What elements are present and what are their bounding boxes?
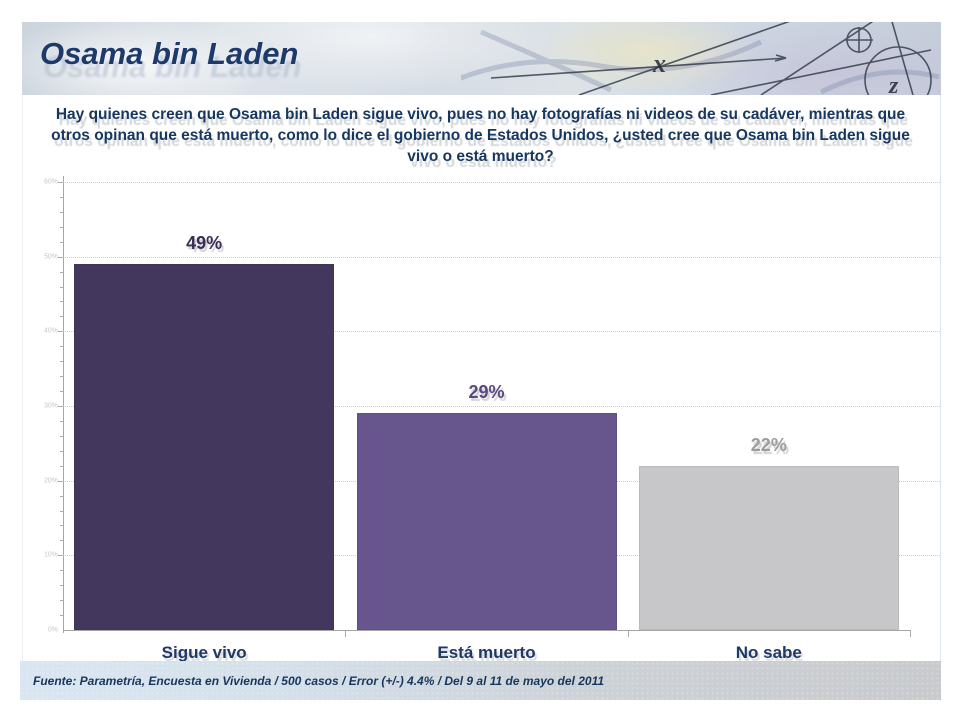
bar-value-label: 22% bbox=[750, 434, 787, 455]
y-minor-tick bbox=[60, 570, 63, 572]
gridline bbox=[63, 256, 940, 258]
y-axis-line bbox=[63, 176, 64, 633]
header-artwork-geometry-icon: x z bbox=[461, 22, 940, 95]
y-major-tick bbox=[58, 480, 63, 482]
y-minor-tick bbox=[60, 600, 63, 602]
y-minor-tick bbox=[60, 196, 63, 198]
gridline bbox=[63, 331, 940, 333]
y-tick-label: 50% bbox=[43, 253, 58, 261]
category-label: No sabe bbox=[735, 643, 802, 662]
gridline bbox=[63, 406, 940, 407]
source-text: Fuente: Parametría, Encuesta en Vivienda… bbox=[33, 673, 605, 688]
slide-title: Osama bin Laden bbox=[40, 36, 299, 71]
y-tick-label: 40% bbox=[43, 327, 58, 335]
y-minor-tick bbox=[60, 271, 63, 273]
x-end-tick bbox=[910, 630, 911, 637]
y-major-tick bbox=[58, 406, 63, 407]
y-minor-tick bbox=[60, 286, 63, 288]
y-minor-tick bbox=[60, 420, 63, 422]
category-label: Sigue vivo bbox=[161, 643, 247, 662]
y-tick-label: 60% bbox=[43, 178, 58, 186]
y-major-tick bbox=[58, 256, 63, 258]
y-minor-tick bbox=[60, 540, 63, 542]
y-minor-tick bbox=[60, 585, 63, 587]
bar bbox=[74, 264, 335, 630]
y-minor-tick bbox=[60, 346, 63, 348]
y-minor-tick bbox=[60, 226, 63, 228]
y-minor-tick bbox=[60, 615, 63, 617]
y-major-tick bbox=[58, 182, 63, 183]
bar bbox=[638, 465, 899, 630]
content-frame-right-border bbox=[940, 95, 941, 701]
x-category-tick bbox=[627, 630, 629, 637]
y-minor-tick bbox=[60, 391, 63, 393]
y-minor-tick bbox=[60, 361, 63, 363]
x-axis-line bbox=[63, 630, 910, 631]
y-tick-label: 30% bbox=[43, 402, 58, 410]
y-minor-tick bbox=[60, 495, 63, 497]
svg-text:z: z bbox=[888, 73, 899, 95]
question-text: Hay quienes creen que Osama bin Laden si… bbox=[51, 106, 910, 165]
y-minor-tick bbox=[60, 211, 63, 213]
bar-value-label: 49% bbox=[186, 233, 223, 254]
bar-value-label: 29% bbox=[468, 382, 505, 403]
gridline bbox=[63, 182, 940, 183]
y-tick-label: 10% bbox=[43, 551, 58, 559]
y-minor-tick bbox=[60, 450, 63, 452]
y-minor-tick bbox=[60, 525, 63, 527]
svg-text:x: x bbox=[652, 49, 666, 78]
y-minor-tick bbox=[60, 376, 63, 378]
y-major-tick bbox=[58, 555, 63, 557]
y-tick-label: 20% bbox=[43, 477, 58, 485]
source-band: Fuente: Parametría, Encuesta en Vivienda… bbox=[20, 661, 941, 700]
y-minor-tick bbox=[60, 465, 63, 467]
category-label: Está muerto bbox=[437, 643, 536, 662]
y-major-tick bbox=[58, 331, 63, 333]
y-minor-tick bbox=[60, 301, 63, 303]
bar bbox=[356, 413, 617, 630]
content-frame-left-border bbox=[22, 95, 23, 661]
header-banner: x z Osama bin Laden bbox=[22, 22, 941, 95]
y-minor-tick bbox=[60, 241, 63, 243]
y-tick-label: 0% bbox=[47, 626, 58, 634]
y-minor-tick bbox=[60, 510, 63, 512]
y-minor-tick bbox=[60, 435, 63, 437]
x-category-tick bbox=[345, 630, 347, 637]
y-minor-tick bbox=[60, 316, 63, 318]
